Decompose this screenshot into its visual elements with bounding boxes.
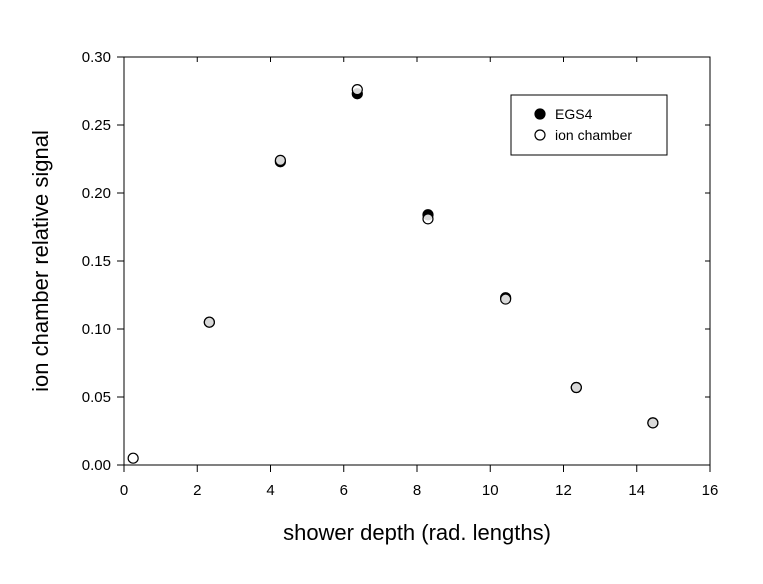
x-axis-title: shower depth (rad. lengths): [283, 520, 551, 545]
ion-chamber-point: [422, 213, 434, 225]
y-tick-label: 0.25: [82, 117, 111, 134]
y-tick-label: 0.30: [82, 49, 111, 66]
legend-marker-ion-chamber: [534, 129, 546, 141]
legend-marker-egs4: [534, 108, 546, 120]
x-tick-label: 16: [702, 482, 719, 499]
ion-chamber-point: [570, 381, 582, 394]
x-tick-label: 4: [266, 482, 274, 499]
x-tick-label: 10: [482, 482, 499, 499]
x-tick-label: 8: [413, 482, 421, 499]
legend-box: [510, 94, 668, 156]
legend-label-ion-chamber: ion chamber: [555, 127, 632, 143]
y-tick-label: 0.20: [82, 185, 111, 202]
x-tick-label: 14: [628, 482, 645, 499]
ion-chamber-point: [203, 316, 215, 328]
data-points: [127, 84, 659, 464]
y-axis-ticks: 0.00 0.05 0.10 0.15 0.20 0.25 0.30: [82, 49, 710, 474]
x-tick-label: 12: [555, 482, 572, 499]
x-tick-label: 6: [340, 482, 348, 499]
x-axis-ticks: 0 2 4 6 8 10 12 14 16: [120, 57, 719, 499]
x-tick-label: 0: [120, 482, 128, 499]
legend: EGS4 ion chamber: [510, 94, 668, 156]
y-tick-label: 0.10: [82, 321, 111, 338]
ion-chamber-point: [647, 417, 659, 429]
y-axis-title: ion chamber relative signal: [28, 130, 53, 392]
y-tick-label: 0.05: [82, 389, 111, 406]
x-tick-label: 2: [193, 482, 201, 499]
y-tick-label: 0.00: [82, 457, 111, 474]
ion-chamber-point: [351, 84, 363, 96]
y-tick-label: 0.15: [82, 253, 111, 270]
ion-chamber-point: [500, 293, 512, 305]
ion-chamber-point: [274, 154, 286, 166]
legend-label-egs4: EGS4: [555, 106, 593, 122]
ion-chamber-point: [127, 452, 139, 464]
